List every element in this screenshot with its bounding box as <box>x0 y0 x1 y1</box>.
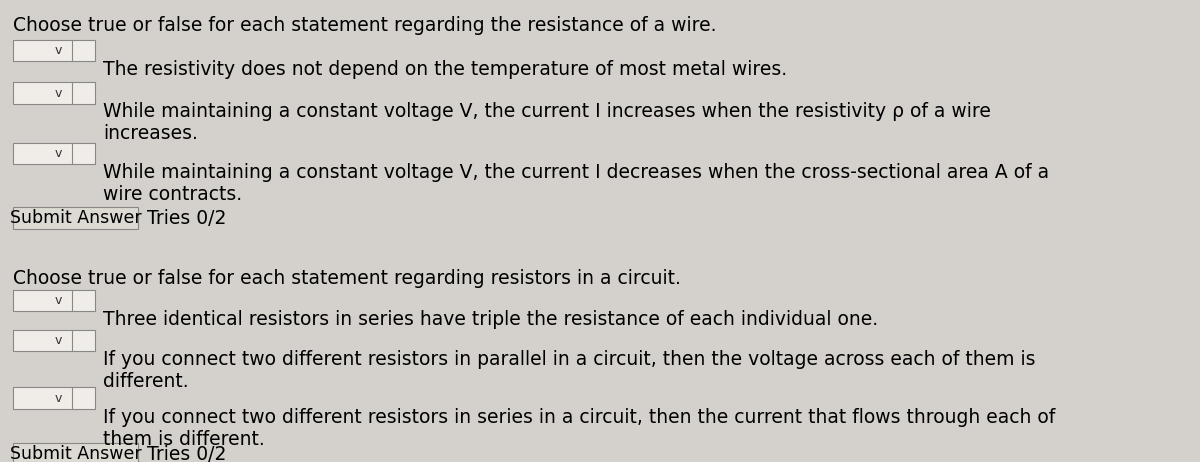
Text: Submit Answer: Submit Answer <box>10 445 142 462</box>
Text: Choose true or false for each statement regarding resistors in a circuit.: Choose true or false for each statement … <box>13 269 682 288</box>
Text: Choose true or false for each statement regarding the resistance of a wire.: Choose true or false for each statement … <box>13 16 716 35</box>
Text: Tries 0/2: Tries 0/2 <box>146 445 227 462</box>
FancyBboxPatch shape <box>13 290 95 311</box>
Text: If you connect two different resistors in parallel in a circuit, then the voltag: If you connect two different resistors i… <box>103 350 1036 391</box>
Text: v: v <box>54 86 61 100</box>
FancyBboxPatch shape <box>13 40 95 61</box>
FancyBboxPatch shape <box>13 207 138 229</box>
Text: v: v <box>54 334 61 347</box>
FancyBboxPatch shape <box>13 388 95 409</box>
Text: The resistivity does not depend on the temperature of most metal wires.: The resistivity does not depend on the t… <box>103 60 787 79</box>
Text: Three identical resistors in series have triple the resistance of each individua: Three identical resistors in series have… <box>103 310 878 328</box>
Text: v: v <box>54 294 61 307</box>
Text: While maintaining a constant voltage V, the current I decreases when the cross-s: While maintaining a constant voltage V, … <box>103 163 1050 204</box>
Text: If you connect two different resistors in series in a circuit, then the current : If you connect two different resistors i… <box>103 407 1056 449</box>
Text: v: v <box>54 147 61 160</box>
FancyBboxPatch shape <box>13 443 138 462</box>
Text: Submit Answer: Submit Answer <box>10 209 142 227</box>
Text: Tries 0/2: Tries 0/2 <box>146 209 227 228</box>
FancyBboxPatch shape <box>13 142 95 164</box>
Text: While maintaining a constant voltage V, the current I increases when the resisti: While maintaining a constant voltage V, … <box>103 103 991 143</box>
FancyBboxPatch shape <box>13 329 95 351</box>
FancyBboxPatch shape <box>13 82 95 104</box>
Text: v: v <box>54 44 61 57</box>
Text: v: v <box>54 392 61 405</box>
